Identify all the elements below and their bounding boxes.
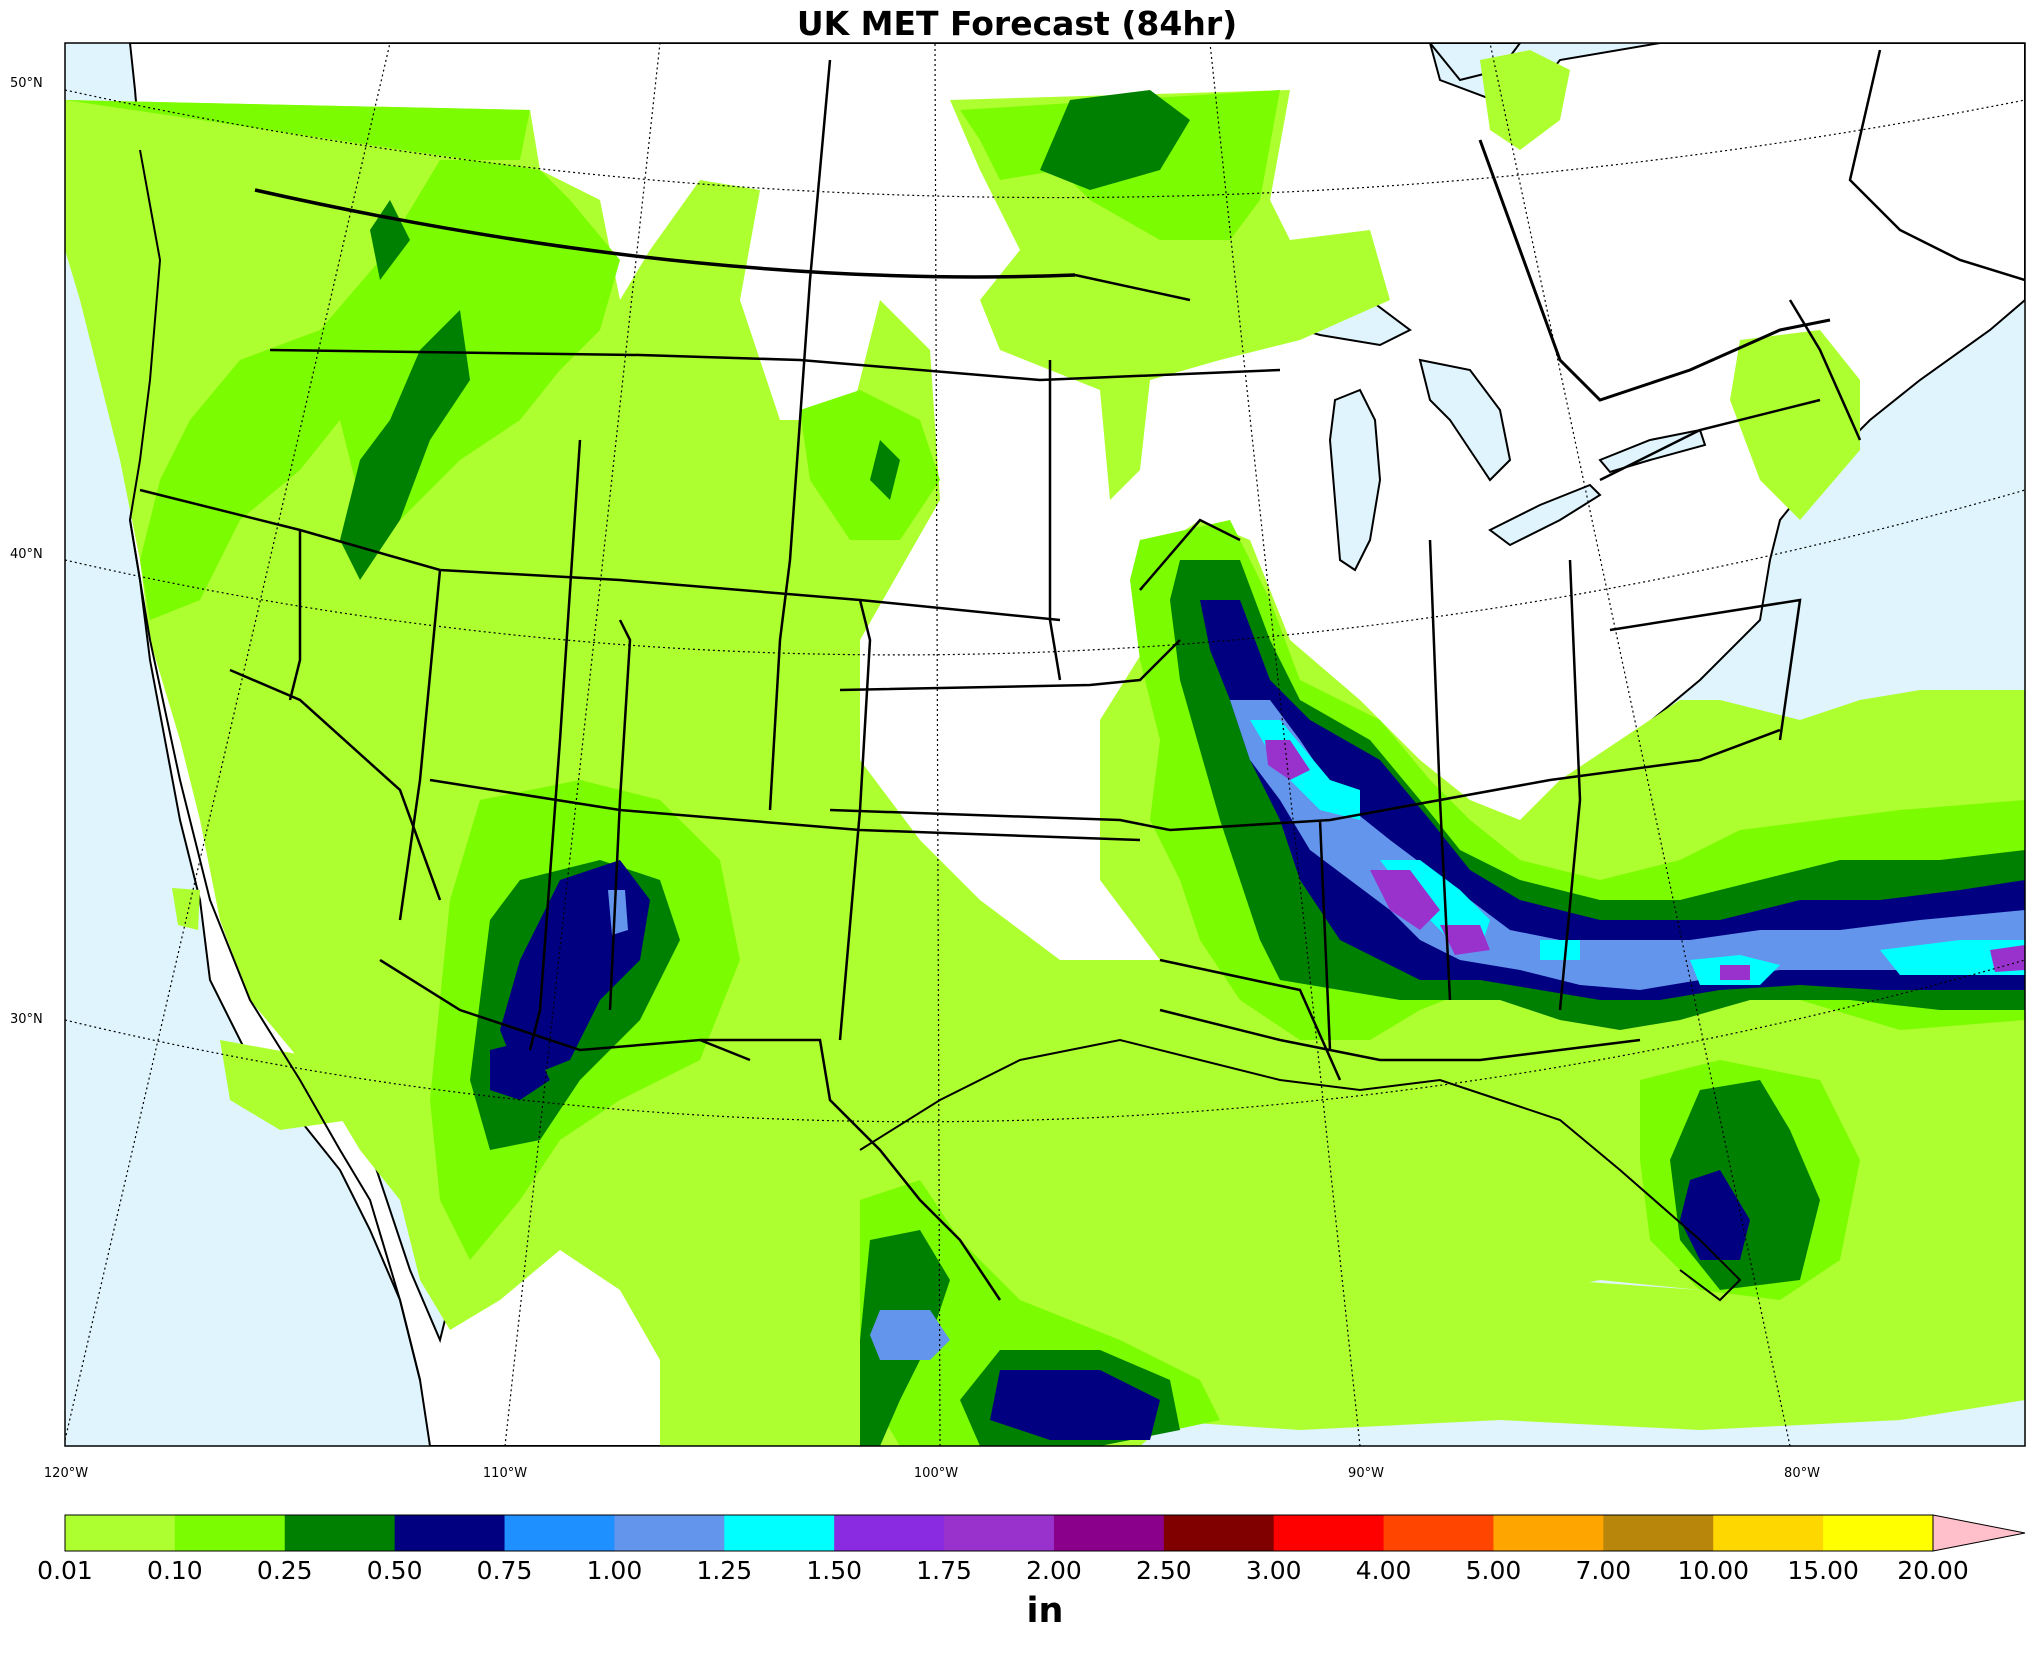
colorbar-tick-label: 4.00 [1355, 1556, 1412, 1585]
graticule [65, 43, 2025, 1446]
colorbar-segment [834, 1515, 945, 1551]
colorbar-tick-label: 1.25 [696, 1556, 753, 1585]
colorbar-segment [724, 1515, 835, 1551]
lon-label-90w: 90°W [1348, 1466, 1384, 1481]
colorbar-tick-label: 10.00 [1677, 1556, 1750, 1585]
colorbar-tick-label: 7.00 [1575, 1556, 1632, 1585]
colorbar-tick-label: 0.50 [366, 1556, 423, 1585]
coastline-west [128, 149, 421, 1381]
colorbar-segment [65, 1515, 176, 1551]
colorbar-segment [614, 1515, 725, 1551]
colorbar-segment [504, 1515, 615, 1551]
colorbar-tick-label: 2.00 [1026, 1556, 1082, 1585]
colorbar-segment [174, 1515, 286, 1551]
colorbar-units-label: in [1026, 1591, 1064, 1631]
precip-1-50-purple [1265, 740, 2025, 980]
colorbar-tick-label: 1.75 [916, 1556, 972, 1585]
lat-label-30n: 30°N [10, 1012, 43, 1027]
lake-huron [1418, 358, 1512, 482]
colorbar [64, 1514, 2026, 1552]
colorbar-segment [944, 1515, 1055, 1551]
colorbar-outline [64, 1514, 1934, 1552]
precipitation-map [64, 42, 2026, 1447]
colorbar-tick-label: 15.00 [1787, 1556, 1859, 1585]
lake-erie [1488, 483, 1602, 547]
lon-label-110w: 110°W [482, 1466, 528, 1481]
lon-label-120w: 120°W [43, 1466, 89, 1481]
colorbar-segment [1273, 1515, 1385, 1551]
lat-label-50n: 50°N [10, 76, 43, 91]
lon-label-80w: 80°W [1784, 1466, 1820, 1481]
map-frame [64, 42, 2026, 1447]
lake-michigan [1328, 388, 1382, 572]
colorbar-tick-label: 0.01 [37, 1556, 93, 1585]
colorbar-tick-label: 1.00 [586, 1556, 643, 1585]
map-title: UK MET Forecast (84hr) [796, 4, 1238, 43]
colorbar-segment [284, 1515, 396, 1551]
colorbar-tick-label: 0.10 [147, 1556, 203, 1585]
colorbar-segment [1713, 1515, 1824, 1551]
colorbar-segment [394, 1515, 506, 1551]
lat-label-40n: 40°N [10, 547, 43, 562]
colorbar-tick-label: 3.00 [1245, 1556, 1302, 1585]
colorbar-segment [1493, 1515, 1604, 1551]
colorbar-tick-label: 1.50 [806, 1556, 863, 1585]
colorbar-segment [1823, 1515, 1934, 1551]
colorbar-tick-label: 5.00 [1465, 1556, 1522, 1585]
colorbar-tick-label: 0.25 [256, 1556, 313, 1585]
coastline-gulf [859, 1038, 1742, 1302]
colorbar-extend-arrow [1932, 1514, 2026, 1552]
colorbar-segment [1383, 1515, 1494, 1551]
colorbar-tick-label: 0.75 [476, 1556, 533, 1585]
colorbar-tick-label: 2.50 [1135, 1556, 1192, 1585]
political-borders [139, 49, 2025, 1301]
colorbar-segment [1053, 1515, 1165, 1551]
colorbar-segment [1163, 1515, 1275, 1551]
colorbar-segment [1603, 1515, 1714, 1551]
colorbar-tick-label: 20.00 [1897, 1556, 1969, 1585]
lon-label-100w: 100°W [913, 1466, 959, 1481]
